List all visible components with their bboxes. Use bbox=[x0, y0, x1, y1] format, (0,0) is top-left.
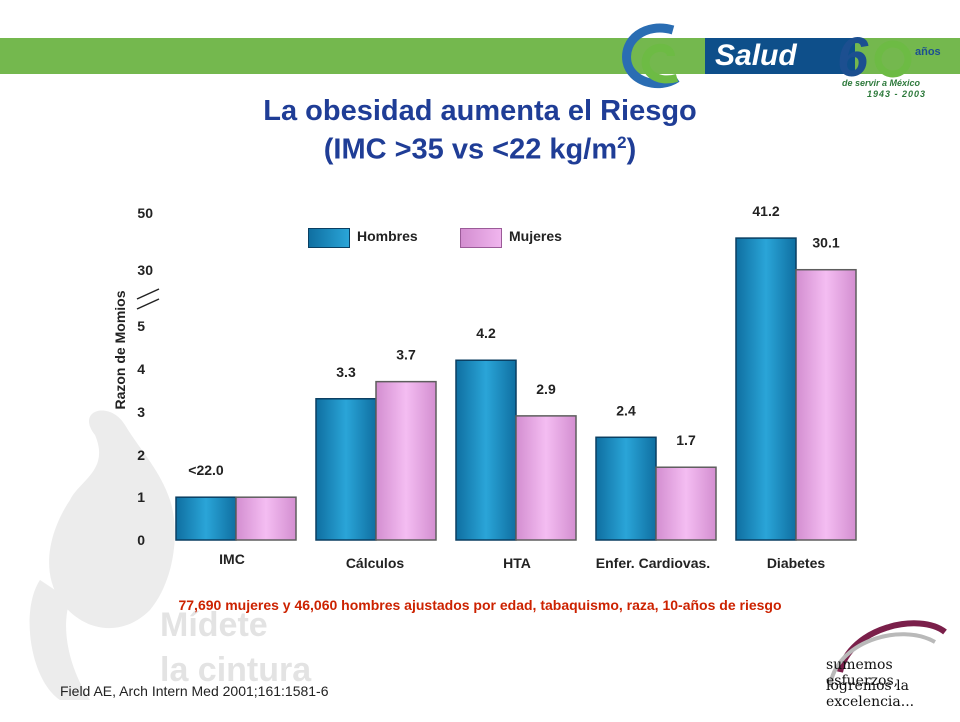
axis-break-icon bbox=[136, 288, 160, 310]
legend-label-hombres: Hombres bbox=[357, 228, 418, 244]
y-tick-50: 50 bbox=[137, 205, 153, 221]
bar-hombres-0 bbox=[175, 496, 237, 541]
bar-label-hombres-2: 4.2 bbox=[476, 325, 496, 341]
y-tick-5: 5 bbox=[137, 318, 145, 334]
bar-mujeres-0 bbox=[235, 496, 297, 541]
years-label: 1943 - 2003 bbox=[867, 89, 927, 99]
legend-swatch-hombres bbox=[308, 228, 350, 248]
salud-wordmark: Salud bbox=[715, 39, 797, 72]
y-tick-4: 4 bbox=[137, 361, 145, 377]
bar-label-hombres-4: 41.2 bbox=[752, 203, 779, 219]
bar-label-mujeres-2: 2.9 bbox=[536, 381, 556, 397]
slogan-line1: sumemos esfuerzos, bbox=[826, 657, 899, 689]
sixty-logo-icon: 6 bbox=[837, 25, 912, 84]
bar-label-mujeres-4: 30.1 bbox=[812, 235, 839, 251]
bar-hombres-3 bbox=[595, 436, 657, 541]
watermark-text-2: la cintura bbox=[160, 651, 312, 689]
category-label-4: Diabetes bbox=[767, 555, 826, 571]
bar-mujeres-4 bbox=[795, 268, 857, 541]
title-line2-main: (IMC >35 vs <22 kg/m bbox=[323, 133, 618, 166]
chart-title-line1: La obesidad aumenta el Riesgo bbox=[263, 95, 697, 127]
category-label-1: Cálculos bbox=[346, 555, 405, 571]
salud-swirl-icon bbox=[622, 23, 680, 89]
bar-hombres-2 bbox=[455, 359, 517, 541]
servir-label: de servir a México bbox=[842, 78, 921, 88]
category-label-3: Enfer. Cardiovas. bbox=[596, 555, 710, 571]
bar-label-hombres-3: 2.4 bbox=[616, 402, 636, 418]
watermark-figure-icon bbox=[29, 410, 175, 700]
category-label-2: HTA bbox=[503, 555, 531, 571]
y-tick-0: 0 bbox=[137, 532, 145, 548]
y-tick-3: 3 bbox=[137, 404, 145, 420]
legend-label-mujeres: Mujeres bbox=[509, 228, 562, 244]
anos-label: años bbox=[915, 46, 941, 58]
category-label-0: IMC bbox=[219, 551, 245, 567]
chart-title-line2: (IMC >35 vs <22 kg/m2) bbox=[0, 133, 960, 167]
salud-box bbox=[705, 38, 855, 74]
bar-label-hombres-0: <22.0 bbox=[188, 462, 224, 478]
title-line2-sup: 2 bbox=[617, 133, 627, 152]
citation: Field AE, Arch Intern Med 2001;161:1581-… bbox=[60, 683, 329, 699]
footnote: 77,690 mujeres y 46,060 hombres ajustado… bbox=[178, 597, 782, 613]
bar-hombres-1 bbox=[315, 398, 377, 541]
bar-mujeres-3 bbox=[655, 466, 717, 541]
svg-text:6: 6 bbox=[837, 25, 869, 84]
bar-mujeres-1 bbox=[375, 380, 437, 541]
watermark-text-1: Mídete bbox=[160, 606, 268, 644]
legend-swatch-mujeres bbox=[460, 228, 502, 248]
y-tick-1: 1 bbox=[137, 489, 145, 505]
bar-hombres-4 bbox=[735, 237, 797, 541]
bar-mujeres-2 bbox=[515, 415, 577, 541]
slogan-swoosh-icon bbox=[828, 620, 947, 688]
y-tick-2: 2 bbox=[137, 447, 145, 463]
y-tick-30: 30 bbox=[137, 262, 153, 278]
salud-logo: Salud 6 años de servir a México 1943 - 2… bbox=[615, 20, 960, 100]
title-line2-close: ) bbox=[626, 133, 637, 166]
bar-label-hombres-1: 3.3 bbox=[336, 364, 356, 380]
bar-label-mujeres-1: 3.7 bbox=[396, 347, 416, 363]
bar-label-mujeres-3: 1.7 bbox=[676, 432, 696, 448]
slogan-line2: logremos la excelencia... bbox=[826, 678, 915, 710]
